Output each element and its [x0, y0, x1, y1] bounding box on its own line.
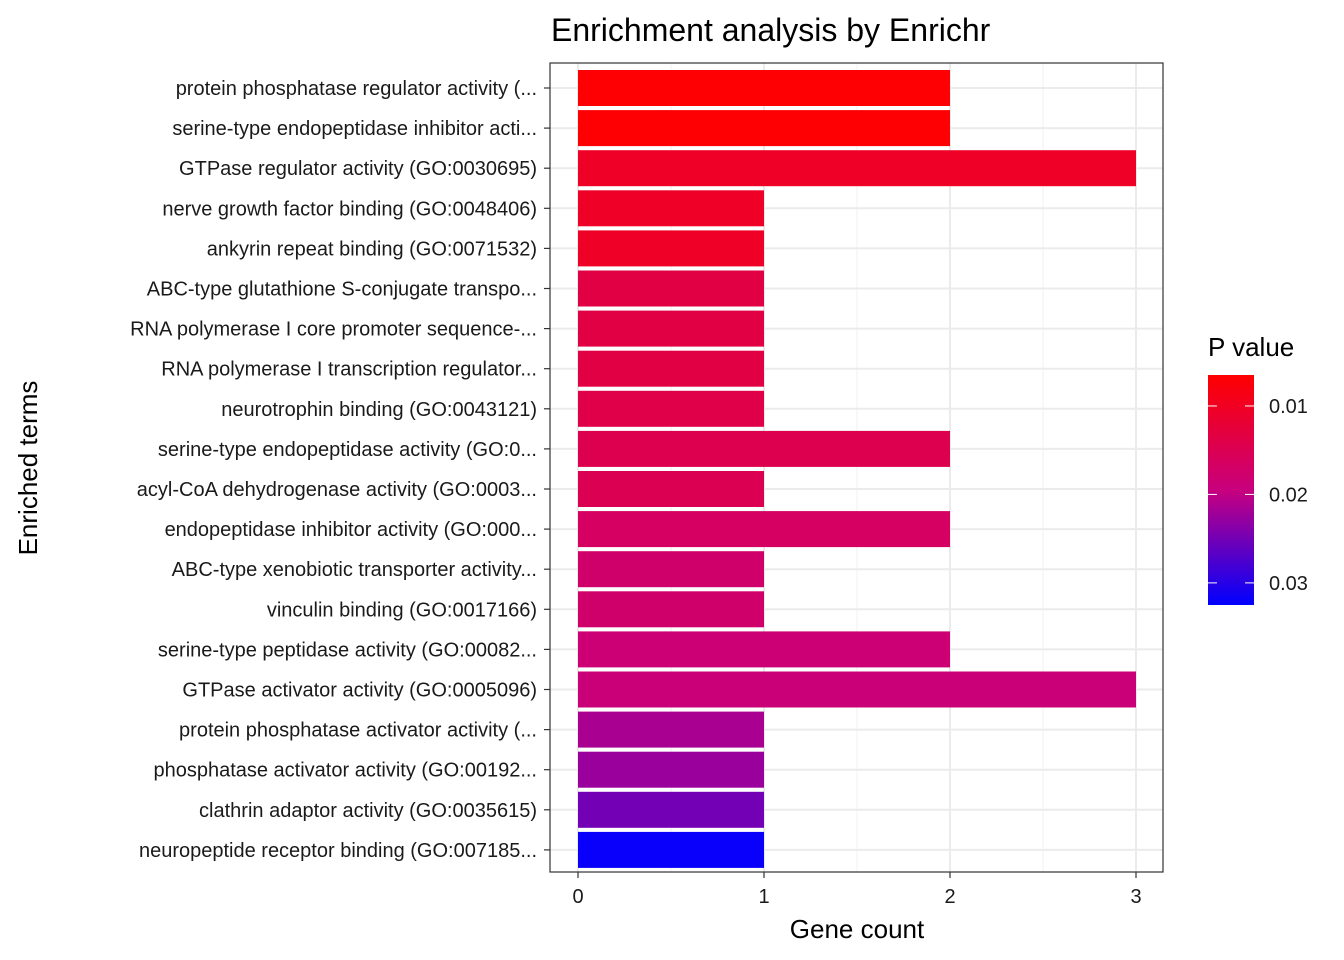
bar: [578, 831, 764, 868]
x-tick-label: 0: [572, 886, 583, 908]
bar: [578, 511, 950, 548]
y-tick-label: ankyrin repeat binding (GO:0071532): [207, 238, 537, 260]
y-tick-label: RNA polymerase I core promoter sequence-…: [130, 319, 537, 341]
bar: [578, 591, 764, 628]
bar: [578, 110, 950, 147]
y-tick-label: GTPase activator activity (GO:0005096): [182, 680, 537, 702]
bar: [578, 70, 950, 106]
legend-colorbar: [1208, 375, 1254, 605]
bar: [578, 551, 764, 588]
bar-layer: [578, 70, 1136, 868]
bar: [578, 390, 764, 427]
legend-title: P value: [1208, 332, 1294, 362]
y-tick-label: protein phosphatase activator activity (…: [179, 720, 537, 742]
chart-title: Enrichment analysis by Enrichr: [551, 12, 991, 48]
y-tick-label: phosphatase activator activity (GO:00192…: [153, 760, 537, 782]
bar: [578, 350, 764, 387]
bar: [578, 190, 764, 227]
bar: [578, 150, 1136, 187]
x-tick-label: 3: [1130, 886, 1141, 908]
x-axis-title: Gene count: [790, 914, 925, 944]
bar: [578, 751, 764, 788]
y-axis: protein phosphatase regulator activity (…: [130, 78, 550, 862]
y-tick-label: serine-type endopeptidase inhibitor acti…: [172, 118, 537, 140]
bar: [578, 631, 950, 668]
bar: [578, 671, 1136, 708]
bar: [578, 310, 764, 347]
y-tick-label: ABC-type xenobiotic transporter activity…: [172, 559, 537, 581]
y-tick-label: GTPase regulator activity (GO:0030695): [179, 158, 537, 180]
x-tick-label: 2: [944, 886, 955, 908]
y-tick-label: acyl-CoA dehydrogenase activity (GO:0003…: [137, 479, 537, 501]
plot-panel-border: [549, 62, 1164, 873]
x-axis: 0 1 2 3: [572, 872, 1142, 908]
y-tick-label: neuropeptide receptor binding (GO:007185…: [139, 840, 537, 862]
legend-tick-label: 0.03: [1269, 573, 1308, 595]
y-tick-label: serine-type endopeptidase activity (GO:0…: [158, 439, 537, 461]
y-tick-label: nerve growth factor binding (GO:0048406): [162, 198, 537, 220]
y-tick-label: ABC-type glutathione S-conjugate transpo…: [147, 279, 537, 301]
bar: [578, 471, 764, 507]
y-tick-label: endopeptidase inhibitor activity (GO:000…: [165, 519, 537, 541]
y-tick-label: clathrin adaptor activity (GO:0035615): [199, 800, 537, 822]
y-axis-title: Enriched terms: [13, 381, 43, 556]
bar: [578, 430, 950, 467]
legend-ticks: 0.01 0.02 0.03: [1208, 396, 1308, 595]
y-tick-label: vinculin binding (GO:0017166): [267, 599, 537, 621]
x-tick-label: 1: [758, 886, 769, 908]
y-tick-label: serine-type peptidase activity (GO:00082…: [158, 639, 537, 661]
legend-tick-label: 0.02: [1269, 484, 1308, 506]
y-tick-label: neurotrophin binding (GO:0043121): [221, 399, 537, 421]
bar: [578, 711, 764, 748]
bar: [578, 791, 764, 828]
legend-tick-label: 0.01: [1269, 396, 1308, 418]
y-tick-label: RNA polymerase I transcription regulator…: [161, 359, 537, 381]
y-tick-label: protein phosphatase regulator activity (…: [176, 78, 537, 100]
bar: [578, 230, 764, 267]
bar: [578, 270, 764, 307]
